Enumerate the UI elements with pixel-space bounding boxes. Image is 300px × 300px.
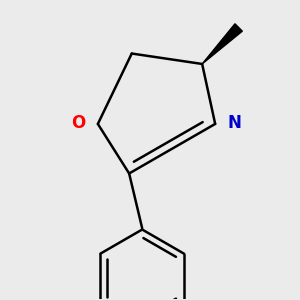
Polygon shape <box>202 24 242 64</box>
Text: O: O <box>71 114 85 132</box>
Text: N: N <box>228 114 242 132</box>
